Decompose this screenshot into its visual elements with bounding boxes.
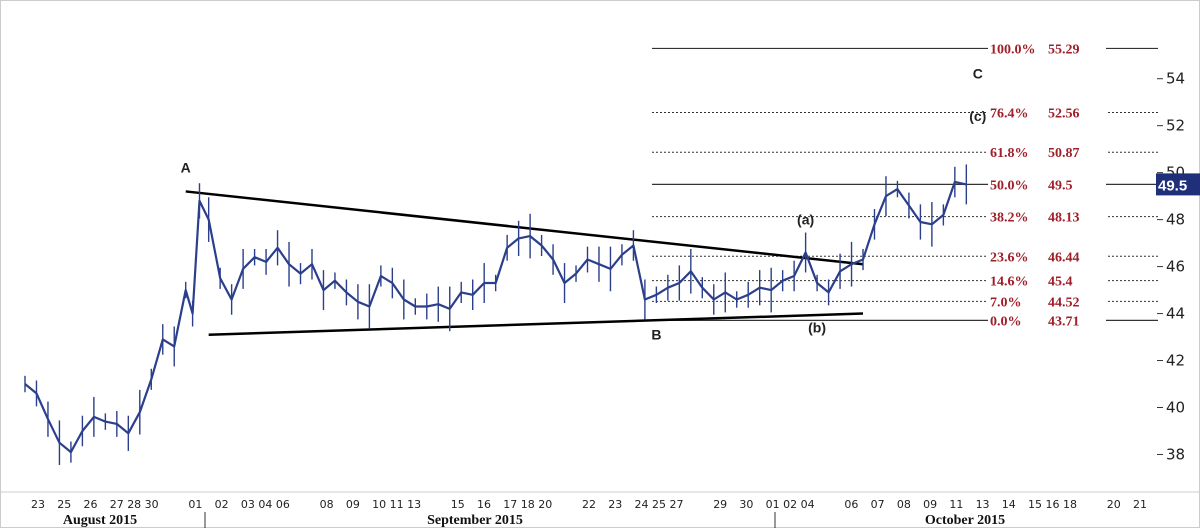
y-tick-label: 42 — [1166, 352, 1185, 370]
x-tick-label: 01 — [766, 498, 780, 511]
x-tick-label: 29 — [713, 498, 727, 511]
x-tick-label: 22 — [582, 498, 596, 511]
price-tag-label: 49.5 — [1158, 177, 1187, 194]
month-label: September 2015 — [427, 513, 523, 528]
trendline-upper — [185, 190, 864, 266]
x-tick-label: 25 27 — [652, 498, 684, 511]
fib-percent-label: 38.2% — [990, 211, 1029, 226]
fib-percent-label: 61.8% — [990, 146, 1029, 161]
x-tick-label: 02 — [215, 498, 229, 511]
x-tick-label: 21 — [1133, 498, 1147, 511]
x-tick-label: 08 — [897, 498, 911, 511]
x-tick-label: 01 — [188, 498, 202, 511]
fib-value-label: 52.56 — [1048, 107, 1080, 122]
x-tick-label: 30 — [739, 498, 753, 511]
fib-value-label: 43.71 — [1048, 314, 1080, 329]
x-tick-label: 20 — [1107, 498, 1121, 511]
fib-percent-label: 14.6% — [990, 275, 1029, 290]
x-tick-label: 16 — [477, 498, 491, 511]
fib-label-bg — [988, 104, 1106, 121]
fib-value-label: 55.29 — [1048, 42, 1080, 57]
fib-label-bg — [988, 176, 1106, 193]
x-tick-label: 18 20 — [521, 498, 553, 511]
fib-percent-label: 0.0% — [990, 314, 1022, 329]
fib-value-label: 44.52 — [1048, 295, 1080, 310]
x-tick-label: 08 — [320, 498, 334, 511]
x-tick-label: 28 30 — [127, 498, 159, 511]
fib-percent-label: 23.6% — [990, 250, 1029, 265]
y-tick-label: 54 — [1166, 70, 1185, 88]
y-tick-label: 38 — [1166, 445, 1185, 463]
wave-label: B — [651, 326, 661, 342]
x-tick-label: 03 — [241, 498, 255, 511]
fib-value-label: 45.4 — [1048, 275, 1073, 290]
x-tick-label: 24 — [634, 498, 648, 511]
x-tick-label: 16 18 — [1046, 498, 1078, 511]
fib-value-label: 50.87 — [1048, 146, 1080, 161]
x-tick-label: 25 — [57, 498, 71, 511]
price-line — [24, 180, 967, 454]
x-tick-label: 09 — [923, 498, 937, 511]
x-tick-label: 09 — [346, 498, 360, 511]
x-tick-label: 04 06 — [258, 498, 290, 511]
fib-label-bg — [988, 248, 1106, 265]
x-tick-label: 11 13 — [390, 498, 422, 511]
fib-levels-group: 100.0% 55.29 76.4% 52.56 61.8% 50.87 50.0% 49.5… — [652, 40, 1158, 329]
current-price-tag: 49.5 — [1156, 173, 1200, 196]
x-tick-label: 26 — [83, 498, 97, 511]
fib-percent-label: 50.0% — [990, 178, 1029, 193]
fib-label-bg — [988, 272, 1106, 289]
fib-label-bg — [988, 208, 1106, 225]
wave-label: A — [181, 160, 191, 176]
y-tick-label: 40 — [1166, 399, 1185, 417]
wave-labels-group: A B (a) (b) C (c) — [181, 66, 987, 343]
fib-label-bg — [988, 312, 1106, 329]
fib-percent-label: 7.0% — [990, 295, 1022, 310]
fib-value-label: 46.44 — [1048, 250, 1080, 265]
trendline-lower — [208, 312, 864, 336]
price-tag-bg — [1156, 173, 1200, 196]
x-tick-label: 13 — [976, 498, 990, 511]
wave-label: (a) — [797, 211, 814, 227]
x-tick-label: 23 — [608, 498, 622, 511]
x-tick-label: 15 — [451, 498, 465, 511]
price-series-group — [24, 164, 968, 466]
fib-percent-label: 76.4% — [990, 107, 1029, 122]
x-tick-label: 02 04 — [783, 498, 815, 511]
wave-label: (c) — [969, 108, 986, 124]
x-tick-label: 17 — [503, 498, 517, 511]
x-tick-label: 07 — [871, 498, 885, 511]
x-tick-label: 23 — [31, 498, 45, 511]
x-tick-label: 15 — [1028, 498, 1042, 511]
fib-label-bg — [988, 40, 1106, 57]
x-tick-label: 10 — [372, 498, 386, 511]
fib-label-bg — [988, 293, 1106, 310]
y-tick-label: 46 — [1166, 258, 1185, 276]
x-axis: 23 25 26 27 28 30 01 02 03 04 06 08 09 10 11 13 15 16 1… — [0, 491, 1200, 528]
y-tick-label: 52 — [1166, 117, 1185, 135]
y-tick-label: 48 — [1166, 211, 1185, 229]
month-label: October 2015 — [925, 513, 1005, 528]
fib-label-bg — [988, 144, 1106, 161]
x-tick-label: 06 — [844, 498, 858, 511]
month-label: August 2015 — [63, 513, 137, 528]
fib-value-label: 49.5 — [1048, 178, 1073, 193]
x-tick-label: 11 — [949, 498, 963, 511]
fib-percent-label: 100.0% — [990, 42, 1036, 57]
wave-label: (b) — [808, 319, 826, 335]
trendlines-group — [185, 190, 864, 336]
x-tick-label: 27 — [110, 498, 124, 511]
y-tick-label: 44 — [1166, 305, 1185, 323]
fib-value-label: 48.13 — [1048, 211, 1080, 226]
x-tick-label: 14 — [1002, 498, 1016, 511]
wave-label: C — [973, 66, 983, 82]
